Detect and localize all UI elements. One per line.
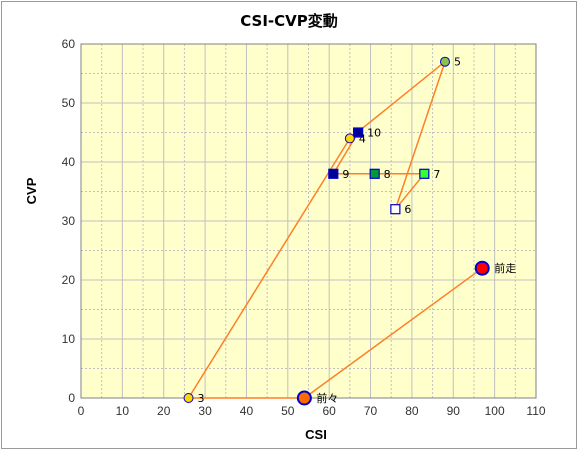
x-tick-label: 70 bbox=[364, 404, 378, 418]
trajectory-segment bbox=[187, 138, 351, 399]
chart-title: CSI-CVP変動 bbox=[240, 12, 338, 30]
data-label: 6 bbox=[404, 203, 411, 216]
trajectory-segment bbox=[394, 61, 446, 210]
data-point bbox=[440, 56, 450, 67]
x-tick-label: 110 bbox=[526, 404, 545, 418]
y-tick-label: 40 bbox=[62, 155, 76, 169]
y-tick-label: 30 bbox=[62, 214, 76, 228]
data-label: 10 bbox=[367, 127, 381, 140]
data-point bbox=[419, 168, 430, 179]
data-point bbox=[369, 168, 380, 179]
data-points: 10 9 8 7 6 5 4 3 前々 前走 bbox=[183, 56, 516, 406]
y-tick-label: 0 bbox=[68, 391, 75, 405]
data-point bbox=[353, 127, 364, 138]
trajectory-segment bbox=[349, 61, 446, 139]
data-label: 7 bbox=[433, 168, 440, 181]
data-label: 5 bbox=[454, 56, 461, 69]
trajectory-segment bbox=[303, 267, 483, 399]
x-tick-label: 100 bbox=[485, 404, 505, 418]
data-label: 前走 bbox=[494, 261, 516, 275]
grid bbox=[80, 43, 537, 399]
data-point bbox=[183, 393, 194, 403]
data-label: 8 bbox=[384, 168, 391, 181]
tick-labels: 0 10 20 30 40 50 60 70 80 90 100 110 0 10 20 30 40 50 60 bbox=[62, 37, 546, 418]
data-point bbox=[390, 204, 401, 215]
data-label: 4 bbox=[359, 132, 366, 145]
trajectory-segment bbox=[394, 173, 425, 210]
x-tick-label: 40 bbox=[240, 404, 254, 418]
data-label: 前々 bbox=[316, 391, 338, 405]
x-axis-title: CSI bbox=[305, 427, 327, 442]
data-label: 3 bbox=[198, 392, 205, 405]
data-point bbox=[344, 133, 355, 144]
data-point bbox=[474, 260, 490, 276]
y-tick-label: 10 bbox=[62, 332, 76, 346]
y-tick-label: 20 bbox=[62, 273, 76, 287]
x-tick-label: 20 bbox=[157, 404, 171, 418]
x-tick-label: 60 bbox=[323, 404, 337, 418]
trajectory-lines bbox=[187, 61, 483, 399]
data-label: 9 bbox=[342, 168, 349, 181]
x-tick-label: 10 bbox=[116, 404, 130, 418]
data-point bbox=[328, 168, 339, 179]
x-tick-label: 30 bbox=[198, 404, 212, 418]
x-tick-label: 90 bbox=[447, 404, 461, 418]
y-tick-label: 50 bbox=[62, 96, 76, 110]
x-tick-label: 80 bbox=[405, 404, 419, 418]
y-axis-title: CVP bbox=[24, 177, 39, 204]
x-tick-label: 50 bbox=[281, 404, 295, 418]
x-tick-label: 0 bbox=[78, 404, 85, 418]
data-point bbox=[296, 390, 312, 406]
y-tick-label: 60 bbox=[62, 37, 76, 51]
